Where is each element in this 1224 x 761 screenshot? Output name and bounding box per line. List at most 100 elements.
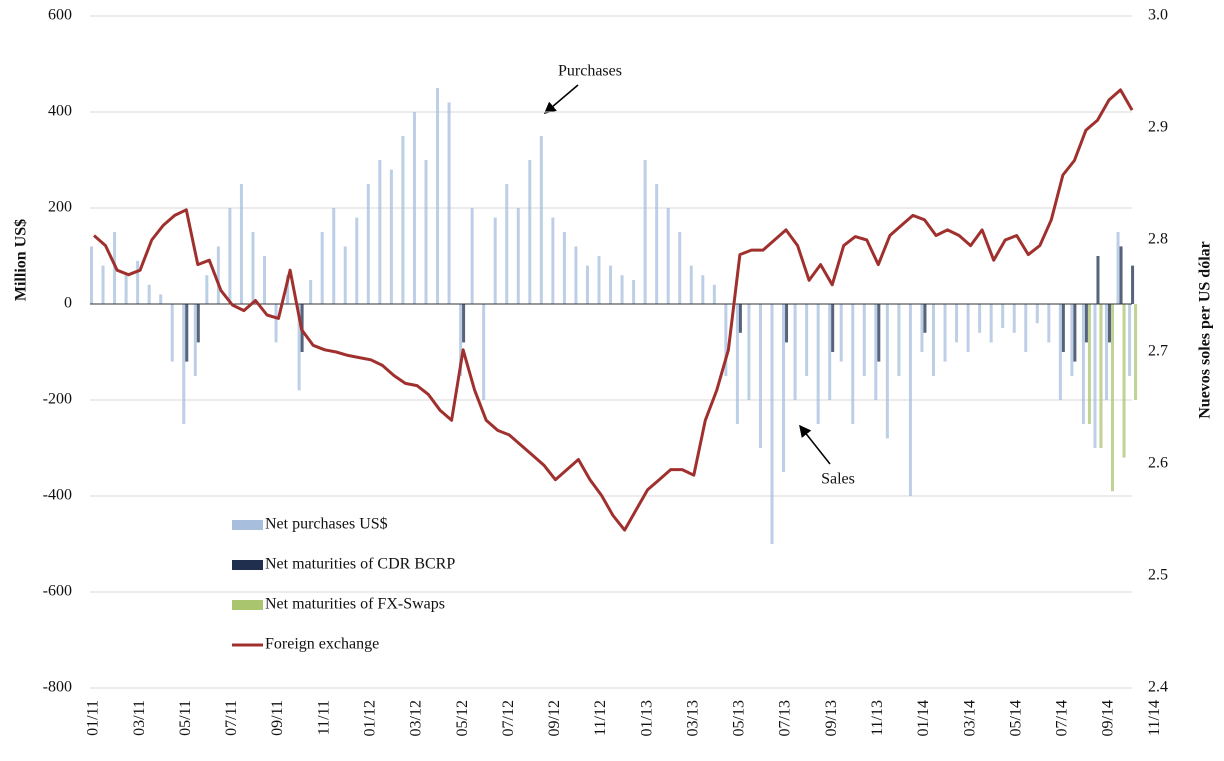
bar [931,304,935,376]
x-tick-label: 05/12 [454,700,471,736]
bar [1081,304,1085,424]
bar [1047,304,1051,343]
bar [885,304,889,439]
bar [1093,304,1097,448]
legend-label: Net maturities of FX-Swaps [265,596,445,613]
bar [493,217,497,304]
legend-swatch [232,600,263,610]
bar [655,184,659,304]
bar [828,304,832,400]
bar [389,169,393,304]
x-tick-label: 11/14 [1146,700,1163,736]
y-tick-label: 200 [48,199,72,216]
legend-label: Foreign exchange [265,636,379,653]
bar [1099,304,1103,448]
bar [585,265,589,304]
bar [920,304,924,352]
bar [805,304,809,376]
bar [943,304,947,362]
bar [609,265,613,304]
x-tick-label: 01/13 [638,700,655,736]
x-tick-label: 11/12 [592,700,609,736]
line [93,88,1134,532]
bar [412,112,416,304]
bar [401,136,405,304]
x-tick-label: 11/11 [315,700,332,735]
bar [597,256,601,304]
bar [689,265,693,304]
bar [505,184,509,304]
bar [355,217,359,304]
bar [978,304,982,333]
bar [1001,304,1005,328]
bar [286,275,290,304]
y2-tick-label: 2.7 [1148,343,1168,360]
bar [955,304,959,343]
x-tick-label: 09/13 [823,700,840,736]
y-tick-label: -200 [43,391,72,408]
legend-swatch [232,520,263,530]
bar [574,246,578,304]
y-tick-label: -400 [43,487,72,504]
bar [712,284,716,304]
y2-tick-label: 2.5 [1148,567,1168,584]
x-tick-label: 07/12 [500,700,517,736]
bar [90,246,93,304]
bar [274,304,278,343]
bar [1134,304,1138,400]
bar [966,304,970,352]
bar [758,304,762,448]
bar [196,304,200,343]
bar [320,232,324,304]
bar [770,304,774,544]
x-tick-label: 11/13 [869,700,886,736]
y-tick-label: 0 [64,295,72,312]
y2-axis-label: Nuevos soles per US dólar [1197,241,1214,419]
bar [263,256,267,304]
legend-swatch [232,560,263,570]
x-tick-label: 07/14 [1054,700,1071,736]
y2-tick-label: 2.9 [1148,119,1168,136]
y-tick-label: 600 [48,7,72,24]
y2-tick-label: 3.0 [1148,7,1168,24]
bar [1035,304,1039,324]
bar [1116,232,1120,304]
bar [724,304,728,376]
x-tick-label: 05/13 [731,700,748,736]
x-tick-label: 03/13 [684,700,701,736]
bar [185,304,189,362]
x-tick-label: 01/12 [361,700,378,736]
y2-tick-label: 2.4 [1148,679,1168,696]
bar [793,304,797,400]
bar [228,208,232,304]
bar [251,232,255,304]
bar [989,304,993,343]
bar [239,184,243,304]
x-tick-label: 09/14 [1100,700,1117,736]
bar [424,160,428,304]
bar [462,304,466,343]
legend-label: Net maturities of CDR BCRP [265,556,455,573]
bar [816,304,820,424]
bar [309,280,313,304]
bar [1128,304,1132,376]
y-tick-label: -800 [43,679,72,696]
x-tick-label: 01/11 [85,700,102,736]
bar [378,160,382,304]
annotation: Sales [821,471,855,488]
annotation-arrow [799,424,831,465]
bar [528,160,532,304]
bar [738,304,742,333]
y2-tick-label: 2.6 [1148,455,1168,472]
bar [839,304,843,362]
bar [159,294,163,304]
bar [170,304,174,362]
x-tick-label: 07/11 [223,700,240,736]
bar [678,232,682,304]
bar [782,304,786,472]
bar [877,304,881,362]
x-tick-label: 09/11 [269,700,286,736]
annotation-arrow [543,84,579,114]
bar [332,208,336,304]
